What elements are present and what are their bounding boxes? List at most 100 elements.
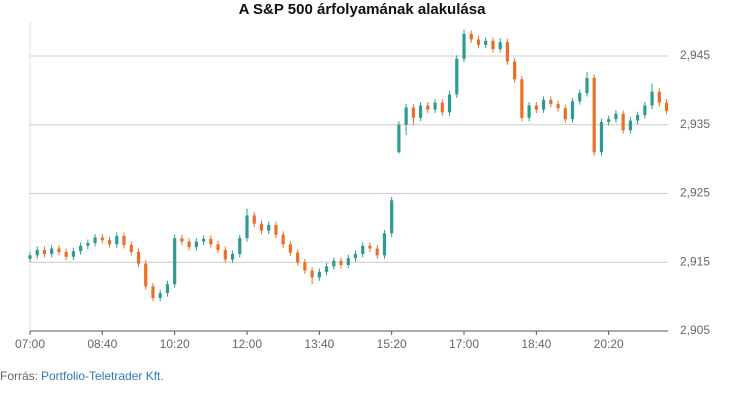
candle-body — [144, 263, 148, 287]
candle-body — [42, 249, 47, 254]
x-tick-label: 17:00 — [449, 337, 479, 351]
candle-body — [397, 124, 401, 153]
candle-body — [252, 215, 256, 224]
candle-body — [158, 293, 162, 298]
candle-body — [447, 94, 452, 113]
x-tick-label: 20:20 — [594, 337, 624, 351]
source-link[interactable]: Portfolio-Teletrader Kft. — [41, 369, 164, 383]
candle-body — [520, 79, 524, 118]
candle-body — [404, 107, 408, 125]
candle-body — [607, 119, 611, 122]
candle-body — [628, 120, 632, 131]
candle-body — [129, 245, 133, 252]
candle-body — [614, 113, 618, 120]
candle-body — [643, 105, 647, 116]
candle-body — [187, 241, 191, 248]
x-tick-label: 12:00 — [232, 337, 262, 351]
candle-body — [368, 245, 372, 249]
candle-body — [194, 241, 198, 248]
candle-body — [419, 105, 423, 118]
candle-body — [390, 200, 394, 234]
candle-body — [570, 101, 575, 120]
x-tick-label: 13:40 — [304, 337, 334, 351]
candle-body — [549, 99, 553, 105]
candle-body — [288, 244, 293, 253]
candle-body — [361, 245, 365, 254]
candle-body — [100, 237, 104, 241]
candle-body — [469, 33, 473, 40]
candle-body — [592, 77, 596, 153]
candle-body — [527, 105, 531, 118]
candle-body — [411, 107, 415, 118]
candle-body — [28, 255, 32, 259]
x-tick-label: 18:40 — [521, 337, 551, 351]
candle-body — [303, 262, 307, 271]
candle-body — [50, 248, 54, 254]
candle-body — [64, 251, 68, 257]
x-tick-label: 15:20 — [377, 337, 407, 351]
y-tick-label: 2,935 — [680, 117, 710, 131]
candle-body — [136, 251, 141, 264]
candle-body — [107, 240, 112, 245]
candle-body — [636, 115, 640, 121]
chart-title: A S&P 500 árfolyamának alakulása — [239, 1, 486, 18]
candle-body — [375, 248, 379, 256]
y-tick-label: 2,915 — [680, 254, 710, 268]
y-tick-label: 2,945 — [680, 48, 710, 62]
x-tick-label: 08:40 — [87, 337, 117, 351]
y-tick-label: 2,905 — [680, 323, 710, 337]
candle-body — [180, 238, 184, 242]
candle-body — [621, 113, 625, 131]
candle-body — [115, 236, 119, 245]
candle-body — [505, 42, 510, 62]
candle-body — [455, 58, 459, 95]
candle-body — [650, 91, 654, 106]
candle-body — [35, 249, 39, 256]
candle-body — [259, 223, 264, 231]
candle-body — [122, 236, 126, 246]
x-tick-label: 10:20 — [160, 337, 190, 351]
candle-body — [267, 225, 271, 231]
candle-body — [173, 238, 177, 285]
candle-body — [324, 266, 329, 272]
candle-body — [426, 105, 430, 110]
candle-body — [534, 105, 538, 110]
candle-body — [223, 249, 227, 260]
y-tick-label: 2,925 — [680, 186, 710, 200]
candle-body — [462, 33, 466, 59]
candle-body — [202, 238, 206, 242]
candle-body — [317, 271, 321, 278]
source-label: Forrás: — [0, 369, 38, 383]
candle-body — [310, 270, 314, 278]
candle-body — [209, 238, 213, 245]
candle-body — [165, 284, 170, 294]
candle-body — [433, 102, 437, 110]
candle-body — [346, 258, 350, 265]
candle-body — [71, 251, 76, 257]
candle-body — [563, 108, 567, 120]
candle-body — [657, 91, 661, 103]
candle-body — [332, 260, 336, 267]
candle-body — [382, 233, 387, 256]
candle-body — [86, 242, 90, 246]
candle-body — [151, 286, 155, 298]
x-tick-label: 07:00 — [15, 337, 45, 351]
candle-body — [599, 121, 604, 153]
candle-body — [513, 61, 517, 80]
candle-body — [440, 102, 444, 113]
candle-body — [476, 39, 481, 45]
candle-body — [491, 40, 495, 50]
candle-body — [498, 42, 502, 50]
candle-body — [296, 252, 300, 263]
candle-body — [79, 245, 83, 252]
candle-body — [238, 238, 242, 254]
candle-body — [216, 244, 220, 250]
candle-body — [245, 215, 249, 239]
candle-body — [585, 77, 589, 94]
candle-body — [57, 248, 61, 252]
candle-body — [556, 104, 560, 109]
candle-body — [578, 93, 582, 102]
candle-body — [484, 40, 488, 45]
candle-body — [664, 102, 669, 111]
